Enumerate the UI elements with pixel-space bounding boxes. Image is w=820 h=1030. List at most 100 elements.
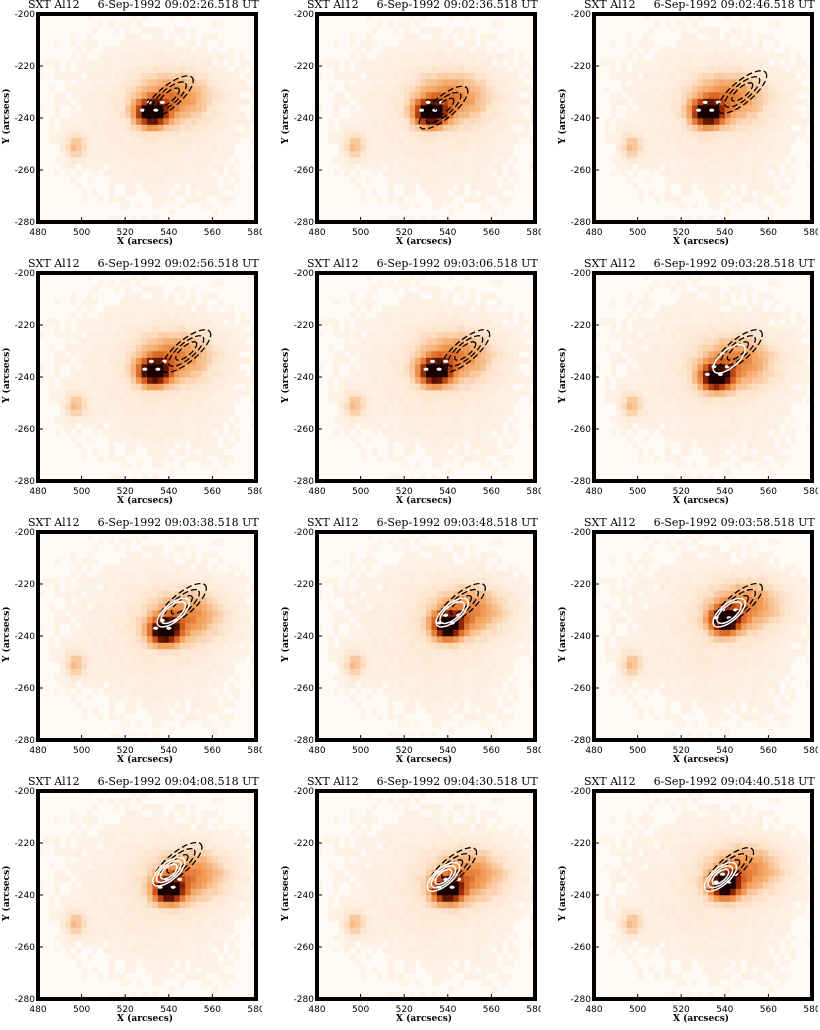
heat-pixel — [163, 390, 170, 397]
heat-pixel — [746, 137, 753, 145]
heat-pixel — [681, 59, 687, 67]
heat-pixel — [436, 383, 443, 391]
heat-pixel — [185, 40, 191, 47]
heat-pixel — [196, 124, 202, 132]
heat-pixel — [615, 163, 622, 171]
heat-pixel — [681, 105, 687, 112]
heat-pixel — [76, 137, 82, 145]
heat-pixel — [469, 79, 476, 86]
heat-pixel — [130, 157, 137, 164]
heat-pixel — [741, 312, 747, 319]
heat-pixel — [92, 396, 99, 404]
y-tick-label: -200 — [294, 269, 315, 279]
heat-pixel — [317, 105, 323, 112]
heat-pixel — [659, 325, 666, 332]
heat-pixel — [458, 351, 465, 358]
heat-pixel — [426, 163, 432, 171]
heat-pixel — [513, 118, 519, 125]
heat-pixel — [491, 357, 498, 365]
heat-pixel — [250, 325, 256, 332]
heat-pixel — [621, 331, 627, 339]
heat-pixel — [681, 318, 687, 326]
heat-pixel — [659, 92, 666, 99]
heat-pixel — [784, 344, 791, 352]
heat-pixel — [806, 118, 812, 125]
heat-pixel — [366, 357, 372, 365]
heat-pixel — [496, 331, 503, 339]
heat-pixel — [757, 105, 764, 112]
heat-pixel — [409, 370, 416, 378]
heat-pixel — [431, 461, 438, 469]
heat-pixel — [475, 318, 481, 326]
heat-pixel — [436, 422, 443, 430]
heat-pixel — [136, 383, 142, 391]
heat-pixel — [76, 331, 82, 339]
heat-pixel — [366, 59, 372, 67]
heat-pixel — [349, 53, 356, 60]
heat-pixel — [518, 79, 525, 86]
heat-pixel — [217, 79, 224, 86]
heat-pixel — [97, 422, 104, 430]
heat-pixel — [376, 72, 383, 80]
x-tick-label: 480 — [308, 487, 325, 497]
heat-pixel — [485, 312, 492, 319]
heat-pixel — [92, 105, 99, 112]
heat-pixel — [355, 409, 361, 417]
heat-pixel — [648, 144, 655, 151]
heat-pixel — [97, 338, 104, 345]
heat-pixel — [108, 72, 115, 80]
heat-pixel — [464, 40, 470, 47]
heat-pixel — [130, 183, 137, 190]
heat-pixel — [87, 364, 93, 371]
heat-pixel — [409, 40, 416, 47]
heat-pixel — [174, 105, 180, 112]
heat-pixel — [415, 118, 421, 125]
heat-pixel — [475, 79, 481, 86]
heat-pixel — [762, 390, 769, 397]
heat-pixel — [119, 118, 126, 125]
heat-pixel — [708, 383, 715, 391]
heat-pixel — [637, 338, 644, 345]
heat-pixel — [513, 390, 519, 397]
heat-pixel — [157, 422, 164, 430]
heat-pixel — [426, 150, 432, 158]
heat-pixel — [54, 429, 61, 436]
heat-pixel — [713, 403, 720, 410]
heat-pixel — [376, 344, 383, 352]
heat-pixel — [670, 325, 677, 332]
heat-pixel — [360, 137, 367, 145]
heat-pixel — [643, 422, 649, 430]
heat-pixel — [768, 409, 775, 417]
heat-pixel — [76, 442, 82, 449]
heat-pixel — [719, 455, 726, 462]
heat-pixel — [664, 20, 671, 28]
heat-pixel — [464, 14, 470, 21]
heat-pixel — [790, 118, 796, 125]
heat-pixel — [163, 176, 170, 184]
heat-pixel — [659, 409, 666, 417]
heat-pixel — [152, 338, 159, 345]
heat-pixel — [147, 40, 153, 47]
heat-pixel — [81, 377, 88, 384]
heat-pixel — [779, 118, 786, 125]
heat-pixel — [670, 344, 677, 352]
heat-pixel — [637, 370, 644, 378]
heat-pixel — [125, 344, 131, 352]
heat-pixel — [87, 377, 93, 384]
heat-pixel — [136, 435, 142, 443]
heat-pixel — [735, 170, 742, 177]
heat-pixel — [632, 183, 638, 190]
heat-pixel — [404, 312, 410, 319]
heat-pixel — [97, 409, 104, 417]
heat-pixel — [338, 131, 345, 138]
heat-pixel — [664, 442, 671, 449]
heat-pixel — [415, 46, 421, 54]
heat-pixel — [801, 370, 807, 378]
heat-pixel — [393, 474, 400, 481]
heat-pixel — [480, 357, 487, 365]
heat-pixel — [464, 299, 470, 306]
heat-pixel — [157, 409, 164, 417]
heat-pixel — [43, 59, 50, 67]
x-tick-label: 520 — [396, 487, 413, 497]
heat-pixel — [719, 435, 726, 443]
